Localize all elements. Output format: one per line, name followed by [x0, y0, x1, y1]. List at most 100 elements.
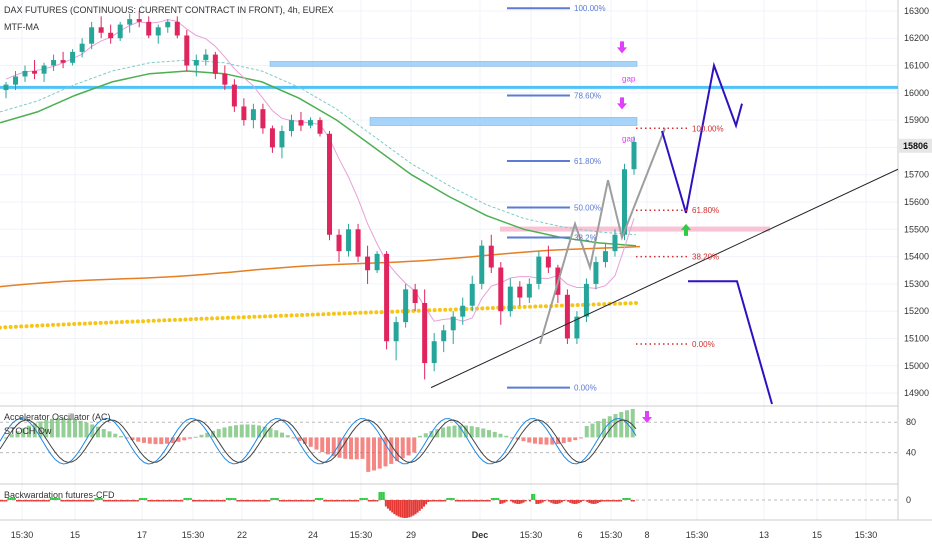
candle-body[interactable] [98, 27, 104, 33]
yellow-ma-dot [72, 322, 77, 326]
candle-body[interactable] [79, 43, 85, 52]
candle-body[interactable] [498, 267, 504, 312]
candle-body[interactable] [250, 109, 256, 121]
candle-body[interactable] [631, 141, 637, 170]
osc-bar [349, 437, 353, 460]
candle-body[interactable] [564, 294, 570, 339]
support-trendline[interactable] [430, 168, 899, 389]
candle-body[interactable] [602, 251, 608, 263]
candle-body[interactable] [374, 253, 380, 271]
price-axis[interactable]: 1630016200161001600015900158001570015600… [899, 6, 932, 505]
candle-body[interactable] [403, 289, 409, 323]
osc-bar [510, 437, 514, 439]
fib-level-label: 78.60% [574, 92, 601, 101]
yellow-ma-dot [284, 313, 289, 318]
candle-body[interactable] [393, 322, 399, 342]
candle-body[interactable] [60, 60, 66, 63]
green-ma-line[interactable] [0, 70, 637, 247]
candle-body[interactable] [212, 54, 218, 74]
blue-projection-path[interactable] [661, 61, 743, 214]
candle-body[interactable] [231, 84, 237, 107]
yellow-ma-dot [215, 316, 220, 321]
oscillator-pane[interactable] [0, 408, 898, 472]
candle-body[interactable] [355, 229, 361, 257]
candle-body[interactable] [32, 70, 38, 74]
candle-body[interactable] [441, 330, 447, 342]
time-tick-label: 29 [406, 530, 416, 540]
candle-body[interactable] [422, 303, 428, 364]
candle-body[interactable] [336, 234, 342, 252]
candle-body[interactable] [450, 316, 456, 331]
candle-body[interactable] [117, 24, 123, 39]
candle-body[interactable] [13, 76, 19, 85]
candle-body[interactable] [108, 32, 114, 39]
gray-projection-path[interactable] [539, 127, 666, 345]
candle-body[interactable] [507, 286, 513, 312]
candle-body[interactable] [51, 60, 57, 66]
candle-body[interactable] [621, 169, 627, 235]
candle-body[interactable] [488, 245, 494, 268]
candle-body[interactable] [384, 253, 390, 342]
yellow-ma-dot [331, 311, 336, 316]
candle-body[interactable] [307, 120, 313, 126]
candle-body[interactable] [241, 106, 247, 121]
gap-zone[interactable] [369, 117, 638, 126]
candle-body[interactable] [269, 128, 275, 148]
candle-body[interactable] [536, 256, 542, 284]
candle-body[interactable] [279, 131, 285, 148]
candle-body[interactable] [479, 245, 485, 284]
osc-bar [446, 426, 451, 438]
candle-body[interactable] [526, 283, 532, 298]
yellow-ma-dot [204, 316, 209, 321]
candle-body[interactable] [327, 133, 333, 235]
candle-body[interactable] [517, 286, 523, 298]
osc-bar [602, 418, 606, 438]
gap-zone[interactable] [269, 61, 638, 67]
candle-body[interactable] [469, 283, 475, 306]
time-axis[interactable]: 15:30 15 17 15:30 22 24 15:30 29 Dec 15:30 6 15:30 8… [11, 530, 878, 540]
osc-bar [544, 437, 549, 445]
osc-bar [383, 437, 388, 467]
candle-body[interactable] [146, 21, 152, 36]
candle-body[interactable] [317, 120, 323, 134]
osc-bar [326, 437, 330, 455]
yellow-ma-dot [326, 312, 331, 316]
candle-body[interactable] [22, 70, 28, 77]
blue-projection-down[interactable] [688, 280, 773, 405]
pink-zone[interactable] [500, 226, 770, 232]
candle-body[interactable] [136, 19, 142, 22]
candle-body[interactable] [165, 21, 171, 28]
price-tick-label: 15700 [904, 170, 929, 180]
candle-body[interactable] [222, 73, 228, 85]
candle-body[interactable] [70, 51, 76, 63]
candle-body[interactable] [298, 120, 304, 126]
candle-body[interactable] [260, 109, 266, 129]
candle-body[interactable] [3, 84, 9, 91]
candle-body[interactable] [41, 65, 47, 74]
candle-body[interactable] [288, 120, 294, 132]
orange-ma-line[interactable] [0, 245, 641, 288]
candle-body[interactable] [412, 289, 418, 303]
candle-body[interactable] [174, 21, 180, 36]
candle-body[interactable] [89, 27, 95, 44]
candle-body[interactable] [612, 234, 618, 252]
candle-body[interactable] [184, 35, 190, 66]
osc-bar [538, 437, 543, 445]
candle-body[interactable] [127, 19, 133, 25]
candle-body[interactable] [193, 60, 199, 66]
drawing-tools[interactable] [0, 0, 899, 405]
candle-body[interactable] [203, 54, 209, 61]
candle-body[interactable] [593, 262, 599, 284]
candle-body[interactable] [545, 256, 551, 268]
candle-body[interactable] [155, 27, 161, 36]
backwardation-pane[interactable] [0, 492, 898, 518]
fibonacci-levels[interactable]: 100.00% 78.60% 61.80% 50.00% 38.2% 0.00% 100.0… [507, 4, 724, 393]
candlesticks[interactable] [3, 10, 637, 380]
candle-body[interactable] [583, 283, 589, 317]
candle-body[interactable] [346, 229, 352, 252]
candle-body[interactable] [460, 305, 466, 317]
candle-body[interactable] [574, 316, 580, 339]
candle-body[interactable] [365, 256, 371, 271]
candle-body[interactable] [431, 341, 437, 364]
